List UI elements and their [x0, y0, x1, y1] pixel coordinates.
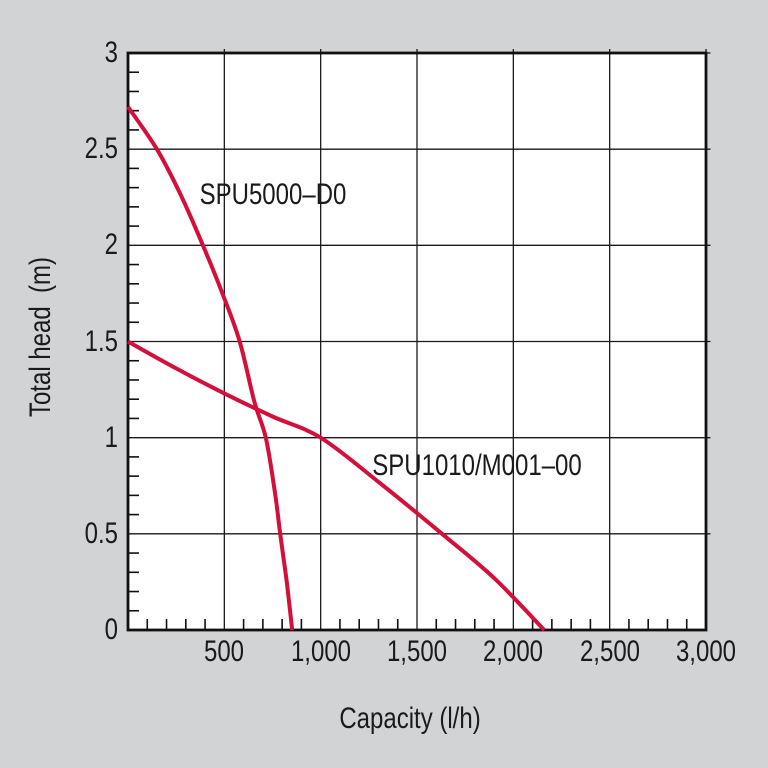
- x-tick-label-2,000: 2,000: [483, 635, 544, 668]
- x-tick-label-2,500: 2,500: [579, 635, 640, 668]
- x-tick-label-1,000: 1,000: [290, 635, 351, 668]
- y-tick-label-0.5: 0.5: [84, 516, 118, 550]
- y-tick-label-2: 2: [104, 228, 118, 262]
- curve-spu5000-d0: [126, 105, 295, 631]
- axis-frame: [126, 51, 708, 632]
- series-label-spu5000-d0: SPU5000–D0: [199, 178, 346, 212]
- x-tick-label-3,000: 3,000: [675, 635, 737, 668]
- y-tick-label-3: 3: [104, 36, 118, 69]
- y-tick-label-1.5: 1.5: [84, 324, 118, 358]
- curve-spu1010-m001-00: [127, 339, 546, 632]
- series-label-spu1010-m001-00: SPU1010/M001–00: [371, 448, 582, 482]
- x-axis-title: Capacity (l/h): [339, 702, 481, 735]
- x-tick-label-500: 500: [204, 635, 245, 668]
- y-axis-title: Total head (m): [24, 256, 57, 418]
- x-tick-label-1,500: 1,500: [386, 635, 448, 668]
- y-tick-label-0: 0: [104, 613, 118, 646]
- y-tick-label-1: 1: [104, 420, 118, 454]
- y-tick-label-2.5: 2.5: [84, 132, 118, 166]
- pump-curves: [126, 105, 546, 632]
- gridlines: [128, 49, 711, 630]
